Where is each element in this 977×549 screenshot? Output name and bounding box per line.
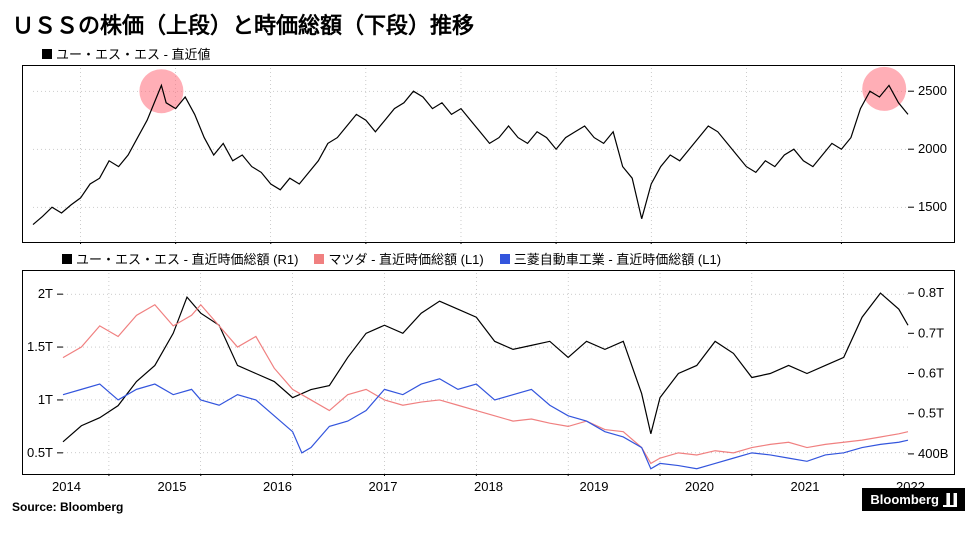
source-label: Source: Bloomberg [12,500,965,514]
top-chart-svg: 1500 2000 2500 [23,66,958,244]
svg-text:0.8T: 0.8T [918,285,944,300]
x-tick-label: 2019 [580,479,609,494]
bottom-panel: ユー・エス・エス - 直近時価総額 (R1) マツダ - 直近時価総額 (L1) 三… [12,249,965,475]
legend-label: ユー・エス・エス - 直近時価総額 (R1) [76,249,298,268]
svg-text:1.5T: 1.5T [27,339,53,354]
top-panel: ユー・エス・エス - 直近値 1500 2000 2500 [12,44,965,243]
svg-text:0.5T: 0.5T [27,445,53,460]
uss_mcap-line [63,293,908,442]
legend-item: ユー・エス・エス - 直近時価総額 (R1) [62,249,298,268]
svg-text:1500: 1500 [918,199,947,214]
svg-text:2T: 2T [38,286,53,301]
x-tick-label: 2017 [369,479,398,494]
x-tick-label: 2018 [474,479,503,494]
top-legend: ユー・エス・エス - 直近値 [12,44,965,63]
legend-marker [62,254,72,264]
bottom-chart-svg: 0.5T 1T 1.5T 2T 400B 0.5T 0.6T 0.7T 0.8T [23,271,958,476]
x-tick-label: 2014 [52,479,81,494]
svg-text:2000: 2000 [918,141,947,156]
legend-label: 三菱自動車工業 - 直近時価総額 (L1) [514,249,721,268]
bloomberg-logo: Bloomberg ▌▌ [862,488,965,511]
mitsubishi-line [63,379,908,469]
x-tick-label: 2016 [263,479,292,494]
legend-marker [314,254,324,264]
legend-label: マツダ - 直近時価総額 (L1) [328,249,483,268]
legend-label: ユー・エス・エス - 直近値 [56,44,211,63]
bloomberg-text: Bloomberg [870,492,939,507]
legend-item: ユー・エス・エス - 直近値 [42,44,211,63]
chart-title: ＵＳＳの株価（上段）と時価総額（下段）推移 [12,8,965,40]
svg-text:0.6T: 0.6T [918,366,944,381]
svg-text:400B: 400B [918,446,948,461]
x-axis: 201420152016201720182019202020212022 [12,475,965,494]
terminal-icon: ▌▌ [943,493,957,507]
legend-item: 三菱自動車工業 - 直近時価総額 (L1) [500,249,721,268]
svg-text:1T: 1T [38,392,53,407]
legend-marker [500,254,510,264]
svg-text:0.5T: 0.5T [918,406,944,421]
legend-item: マツダ - 直近時価総額 (L1) [314,249,483,268]
legend-marker [42,49,52,59]
x-tick-label: 2020 [685,479,714,494]
x-tick-label: 2021 [791,479,820,494]
svg-text:0.7T: 0.7T [918,325,944,340]
x-tick-label: 2015 [158,479,187,494]
svg-text:2500: 2500 [918,83,947,98]
bottom-legend: ユー・エス・エス - 直近時価総額 (R1) マツダ - 直近時価総額 (L1) 三… [12,249,965,268]
